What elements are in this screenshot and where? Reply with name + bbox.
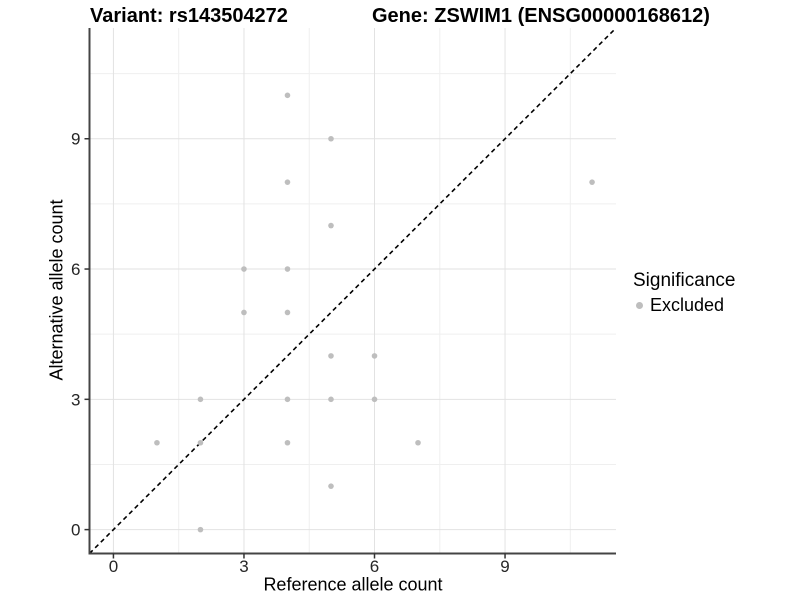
data-point: [328, 135, 334, 142]
y-axis-title: Alternative allele count: [46, 199, 67, 381]
data-point: [371, 396, 378, 403]
data-point: [284, 439, 291, 446]
data-point: [197, 439, 204, 446]
x-tick-label: 0: [109, 557, 118, 576]
x-tick-label: 3: [239, 557, 248, 576]
legend-title: Significance: [633, 270, 736, 291]
data-point: [197, 526, 204, 533]
data-point: [589, 179, 595, 185]
x-tick-label: 9: [500, 557, 509, 576]
data-point: [415, 439, 421, 446]
data-point: [154, 439, 160, 446]
plot-title-gene: Gene: ZSWIM1 (ENSG00000168612): [372, 5, 710, 27]
identity-reference-line: [88, 27, 617, 555]
y-tick-label: 3: [71, 390, 80, 409]
data-point: [284, 309, 291, 316]
axis-lines: [88, 28, 616, 555]
legend-point-icon: [636, 302, 643, 309]
data-point: [371, 353, 378, 359]
data-point: [197, 396, 204, 403]
data-point: [328, 353, 334, 359]
legend: Significance Excluded: [633, 270, 735, 316]
data-point: [328, 396, 334, 403]
x-tick-label: 6: [370, 557, 379, 576]
data-point: [328, 222, 334, 229]
y-tick-label: 0: [71, 521, 80, 540]
y-tick-label: 6: [71, 260, 80, 279]
data-point: [284, 266, 291, 272]
legend-item-label: Excluded: [650, 295, 725, 315]
x-axis-title: Reference allele count: [263, 574, 443, 595]
data-point: [284, 179, 291, 185]
data-point: [284, 92, 291, 99]
data-point: [241, 266, 247, 272]
legend-item-excluded: Excluded: [633, 295, 735, 316]
data-point: [284, 396, 291, 403]
data-point: [241, 309, 247, 316]
data-point: [328, 483, 334, 489]
y-tick-label: 9: [71, 130, 80, 149]
plot-title-variant: Variant: rs143504272: [90, 5, 288, 27]
